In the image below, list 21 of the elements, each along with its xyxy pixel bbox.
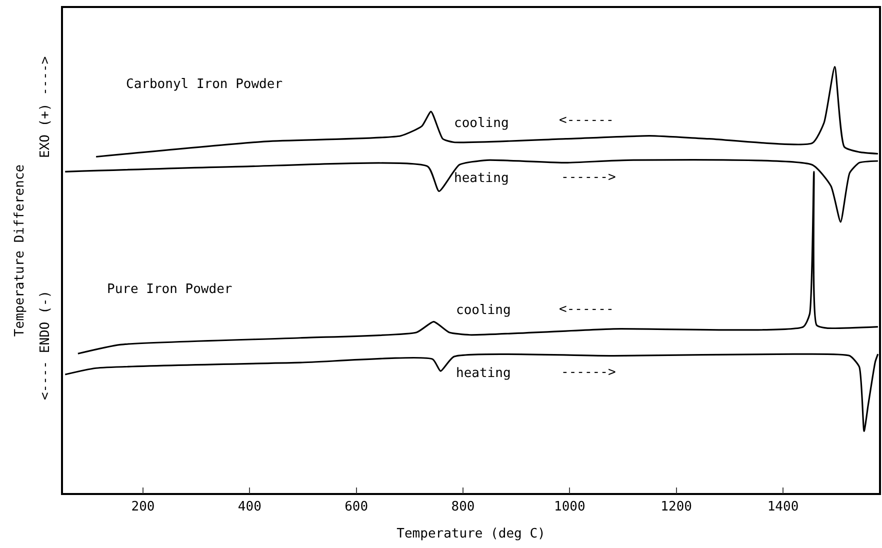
y-axis-title: Temperature Difference (12, 164, 28, 337)
x-tick-label: 1000 (554, 499, 586, 514)
x-tick-label: 800 (451, 499, 475, 514)
annotation: <------ (559, 302, 614, 317)
annotation: Pure Iron Powder (107, 282, 232, 297)
annotation: cooling (456, 303, 511, 318)
annotation: heating (456, 366, 511, 381)
annotation: <------ (559, 113, 614, 128)
annotation: ------> (561, 365, 616, 380)
annotation: ------> (561, 170, 616, 185)
text: <---- ENDO (-) (38, 290, 54, 400)
x-tick-label: 600 (344, 499, 368, 514)
annotation: heating (454, 171, 509, 186)
x-tick-label: 400 (238, 499, 262, 514)
annotation: cooling (454, 116, 509, 131)
text: EXO (+) ----> (38, 56, 54, 158)
x-tick-label: 1400 (767, 499, 799, 514)
x-tick-label: 200 (131, 499, 155, 514)
x-tick-label: 1200 (660, 499, 692, 514)
annotation: Carbonyl Iron Powder (126, 77, 283, 92)
x-axis-title: Temperature (deg C) (396, 526, 546, 542)
